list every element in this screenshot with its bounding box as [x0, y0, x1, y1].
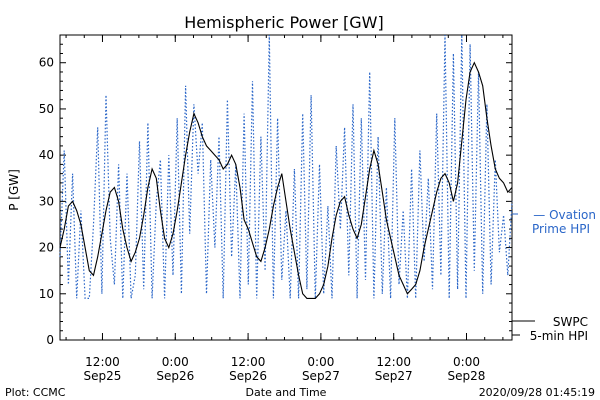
x-tick-label-time: 12:00 [376, 355, 411, 369]
footer-timestamp: 2020/09/28 01:45:19 [479, 386, 595, 399]
x-tick-label-time: 0:00 [162, 355, 189, 369]
x-tick-label-date: Sep26 [229, 369, 267, 383]
series-layer [59, 34, 513, 299]
x-axis-ticks: 12:00Sep250:00Sep2612:00Sep260:00Sep2712… [65, 35, 504, 383]
x-axis-label: Date and Time [246, 386, 327, 399]
x-tick-label-date: Sep27 [375, 369, 413, 383]
legend-ovation-label-line2: Prime HPI [532, 222, 590, 236]
y-axis-label: P [GW] [7, 169, 21, 211]
x-tick-label-date: Sep25 [84, 369, 122, 383]
y-tick-label: 40 [39, 148, 54, 162]
x-tick-label-time: 12:00 [231, 355, 266, 369]
y-tick-label: 20 [39, 241, 54, 255]
y-tick-label: 10 [39, 287, 54, 301]
legend-ovation-label-line1: — Ovation [533, 208, 596, 222]
legend-swpc-label-line2: 5-min HPI [530, 329, 588, 343]
y-tick-label: 50 [39, 102, 54, 116]
x-tick-label-date: Sep26 [156, 369, 194, 383]
series-swpc-line [59, 61, 513, 299]
y-axis-ticks: 0 10 20 30 40 50 60 [39, 34, 512, 347]
y-tick-label: 0 [46, 333, 54, 347]
series-ovation-prime-line [59, 34, 513, 299]
x-tick-label-date: Sep28 [448, 369, 486, 383]
x-tick-label-date: Sep27 [302, 369, 340, 383]
footer-plot-credit: Plot: CCMC [5, 386, 66, 399]
x-tick-label-time: 12:00 [85, 355, 120, 369]
legend-swpc-label-line1: SWPC [553, 315, 588, 329]
x-tick-label-time: 0:00 [453, 355, 480, 369]
chart-title: Hemispheric Power [GW] [184, 13, 383, 32]
y-tick-label: 30 [39, 194, 54, 208]
y-tick-label: 60 [39, 56, 54, 70]
x-tick-label-time: 0:00 [307, 355, 334, 369]
